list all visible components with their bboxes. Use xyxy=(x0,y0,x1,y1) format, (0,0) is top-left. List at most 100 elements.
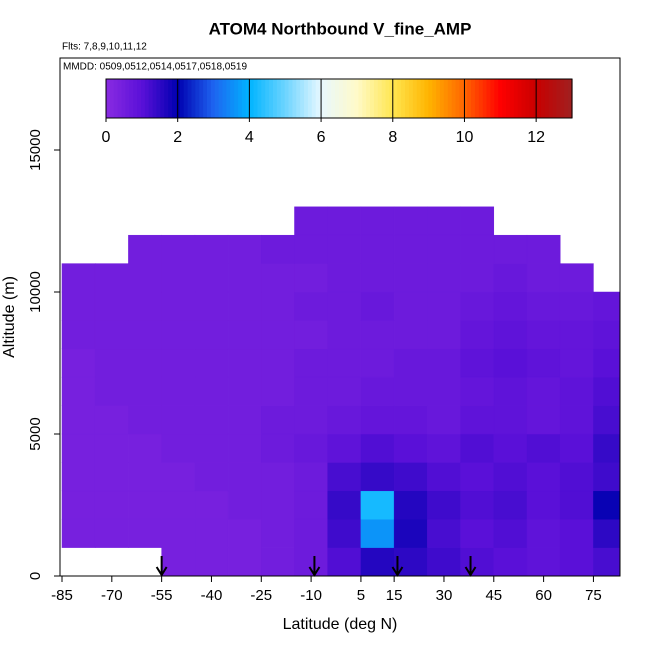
colorbar-swatch xyxy=(234,79,239,118)
heatmap-cell xyxy=(327,518,362,548)
colorbar-tick-label: 6 xyxy=(317,129,326,146)
colorbar-swatch xyxy=(467,79,472,118)
heatmap-cell xyxy=(161,376,196,406)
heatmap-cell xyxy=(194,376,229,406)
heatmap-cell xyxy=(460,234,495,264)
heatmap-cell xyxy=(427,462,461,492)
colorbar-swatch xyxy=(311,79,317,118)
colorbar-swatch xyxy=(354,79,360,118)
y-tick-label: 5000 xyxy=(27,417,44,450)
colorbar-swatch xyxy=(133,79,138,118)
colorbar-swatch xyxy=(502,79,507,118)
heatmap-cell xyxy=(360,206,395,236)
heatmap-cell xyxy=(393,348,428,378)
heatmap-cell xyxy=(294,320,328,350)
colorbar-swatch xyxy=(296,79,301,118)
colorbar-swatch xyxy=(245,79,251,118)
heatmap-cell xyxy=(460,490,495,520)
heatmap-cell xyxy=(227,348,262,378)
colorbar-tick-label: 12 xyxy=(527,129,545,146)
heatmap-cell xyxy=(94,462,129,492)
heatmap-cell xyxy=(526,263,561,293)
colorbar-swatch xyxy=(385,79,391,118)
heatmap-cell xyxy=(294,433,328,463)
heatmap-cell xyxy=(61,518,96,548)
heatmap-cell xyxy=(427,263,461,293)
heatmap-cell xyxy=(294,234,328,264)
colorbar-swatch xyxy=(160,79,165,118)
heatmap-cell xyxy=(526,490,561,520)
colorbar-swatch xyxy=(424,79,429,118)
colorbar-swatch xyxy=(482,79,488,118)
heatmap-cell xyxy=(227,433,262,463)
colorbar-swatch xyxy=(443,79,449,118)
colorbar-tick-label: 8 xyxy=(388,129,397,146)
colorbar-swatch xyxy=(218,79,224,118)
heatmap-cell xyxy=(593,462,621,492)
heatmap-cell xyxy=(393,405,428,435)
colorbar-tick-label: 10 xyxy=(456,129,474,146)
heatmap-cell xyxy=(559,405,594,435)
colorbar-swatch xyxy=(276,79,282,118)
colorbar-swatch xyxy=(517,79,523,118)
colorbar-swatch xyxy=(552,79,558,118)
heatmap-cell xyxy=(94,263,129,293)
colorbar-swatch xyxy=(339,79,344,118)
colorbar-swatch xyxy=(113,79,119,118)
heatmap-cell xyxy=(526,518,561,548)
heatmap-cell xyxy=(526,234,561,264)
heatmap-cell xyxy=(493,234,528,264)
heatmap-cell xyxy=(128,234,162,264)
heatmap-cell xyxy=(294,462,328,492)
colorbar-swatch xyxy=(342,79,348,118)
colorbar-swatch xyxy=(206,79,212,118)
colorbar-swatch xyxy=(505,79,511,118)
colorbar-swatch xyxy=(199,79,204,118)
heatmap-cell xyxy=(460,433,495,463)
heatmap-cell xyxy=(194,547,229,577)
heatmap-cell xyxy=(360,376,395,406)
colorbar-swatch xyxy=(269,79,274,118)
colorbar-tick-label: 0 xyxy=(102,129,111,146)
colorbar-swatch xyxy=(261,79,266,118)
heatmap-cell xyxy=(559,263,594,293)
heatmap-cell xyxy=(327,263,362,293)
y-axis-label: Altitude (m) xyxy=(1,276,18,358)
heatmap-cell xyxy=(327,405,362,435)
chart-title: ATOM4 Northbound V_fine_AMP xyxy=(209,19,472,38)
heatmap-cell xyxy=(128,263,162,293)
heatmap-cell xyxy=(393,518,428,548)
heatmap-cell xyxy=(194,234,229,264)
colorbar-swatch xyxy=(548,79,554,118)
heatmap-cell xyxy=(227,376,262,406)
colorbar-swatch xyxy=(106,79,111,118)
colorbar-swatch xyxy=(544,79,550,118)
heatmap-cell xyxy=(94,376,129,406)
heatmap-cell xyxy=(427,348,461,378)
colorbar-swatch xyxy=(315,79,321,118)
heatmap-cell xyxy=(493,462,528,492)
heatmap-cell xyxy=(393,206,428,236)
colorbar-swatch xyxy=(447,79,453,118)
colorbar-swatch xyxy=(253,79,259,118)
heatmap-cell xyxy=(360,490,395,520)
colorbar-swatch xyxy=(280,79,286,118)
colorbar-swatch xyxy=(288,79,293,118)
heatmap-cell xyxy=(526,547,561,577)
heatmap-cell xyxy=(61,263,96,293)
heatmap-cell xyxy=(161,291,196,321)
colorbar-swatch xyxy=(436,79,441,118)
heatmap-cell xyxy=(327,433,362,463)
colorbar-swatch xyxy=(129,79,134,118)
heatmap-cell xyxy=(360,234,395,264)
heatmap-cell xyxy=(493,263,528,293)
heatmap-cell xyxy=(360,405,395,435)
heatmap-cell xyxy=(559,490,594,520)
heatmap-cell xyxy=(227,547,262,577)
heatmap-cell xyxy=(460,376,495,406)
heatmap-cell xyxy=(161,490,196,520)
heatmap-cell xyxy=(593,405,621,435)
heatmap-cell xyxy=(427,405,461,435)
y-tick-label: 0 xyxy=(27,572,44,580)
colorbar-swatch xyxy=(137,79,142,118)
